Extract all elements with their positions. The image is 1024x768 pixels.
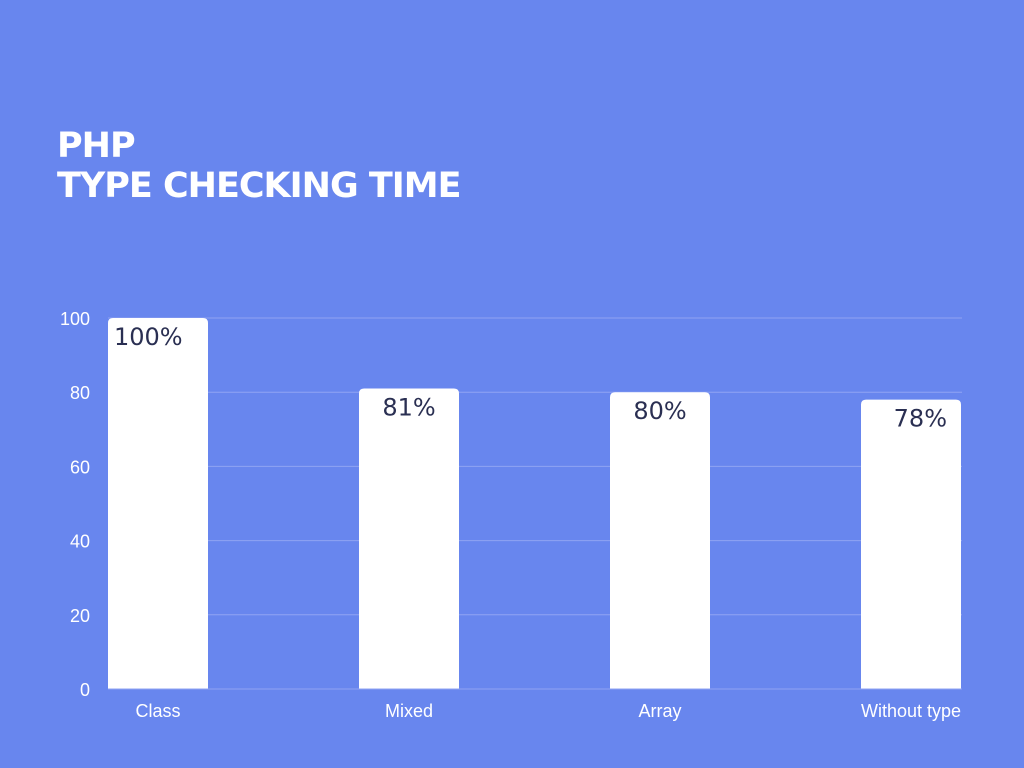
data-label: 80% [633,397,686,425]
chart-title-line-1: PHP [57,126,136,166]
data-label: 78% [894,405,947,433]
bar [108,318,208,689]
x-tick-label: Array [638,701,681,721]
bar [610,392,710,689]
bar [861,399,961,689]
data-label: 100% [114,323,183,351]
x-tick-label: Class [135,701,180,721]
chart-title-line-2: TYPE CHECKING TIME [57,166,462,206]
x-tick-label: Mixed [385,701,433,721]
y-tick-label: 20 [70,606,90,626]
y-tick-label: 0 [80,680,90,700]
bar [359,388,459,689]
y-tick-label: 40 [70,532,90,552]
chart-title: PHP TYPE CHECKING TIME [57,126,462,206]
y-tick-label: 80 [70,383,90,403]
data-label: 81% [382,393,435,421]
y-tick-label: 60 [70,457,90,477]
x-tick-label: Without type [861,701,961,721]
y-tick-label: 100 [60,309,90,329]
